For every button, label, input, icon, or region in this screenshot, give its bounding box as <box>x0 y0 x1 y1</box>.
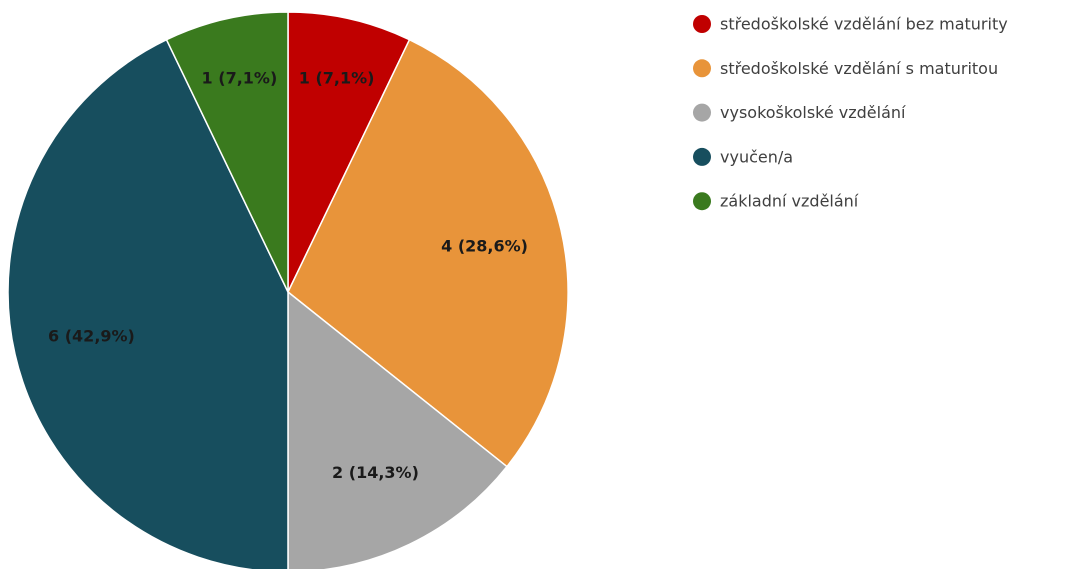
data-label: 6 (42,9%) <box>48 326 135 345</box>
data-label: 4 (28,6%) <box>441 237 528 256</box>
pie-slice <box>287 11 411 293</box>
legend-marker <box>693 59 711 78</box>
data-label: 1 (7,1%) <box>202 69 278 88</box>
legend-marker <box>693 192 711 211</box>
legend-label: vysokoškolské vzdělání <box>720 103 906 122</box>
legend-marker <box>693 103 711 122</box>
pie-slice <box>165 11 289 293</box>
legend-label: středoškolské vzdělání bez maturity <box>720 15 1008 34</box>
legend-marker <box>693 147 711 166</box>
pie-slice <box>287 38 569 468</box>
data-label: 2 (14,3%) <box>332 463 419 482</box>
legend-marker <box>693 15 711 33</box>
data-label: 1 (7,1%) <box>299 69 375 88</box>
pie-slice <box>287 290 508 569</box>
pie-slice <box>7 38 289 569</box>
legend-label: základní vzdělání <box>720 192 859 211</box>
legend-label: vyučen/a <box>720 147 793 166</box>
legend-label: středoškolské vzdělání s maturitou <box>720 59 998 78</box>
